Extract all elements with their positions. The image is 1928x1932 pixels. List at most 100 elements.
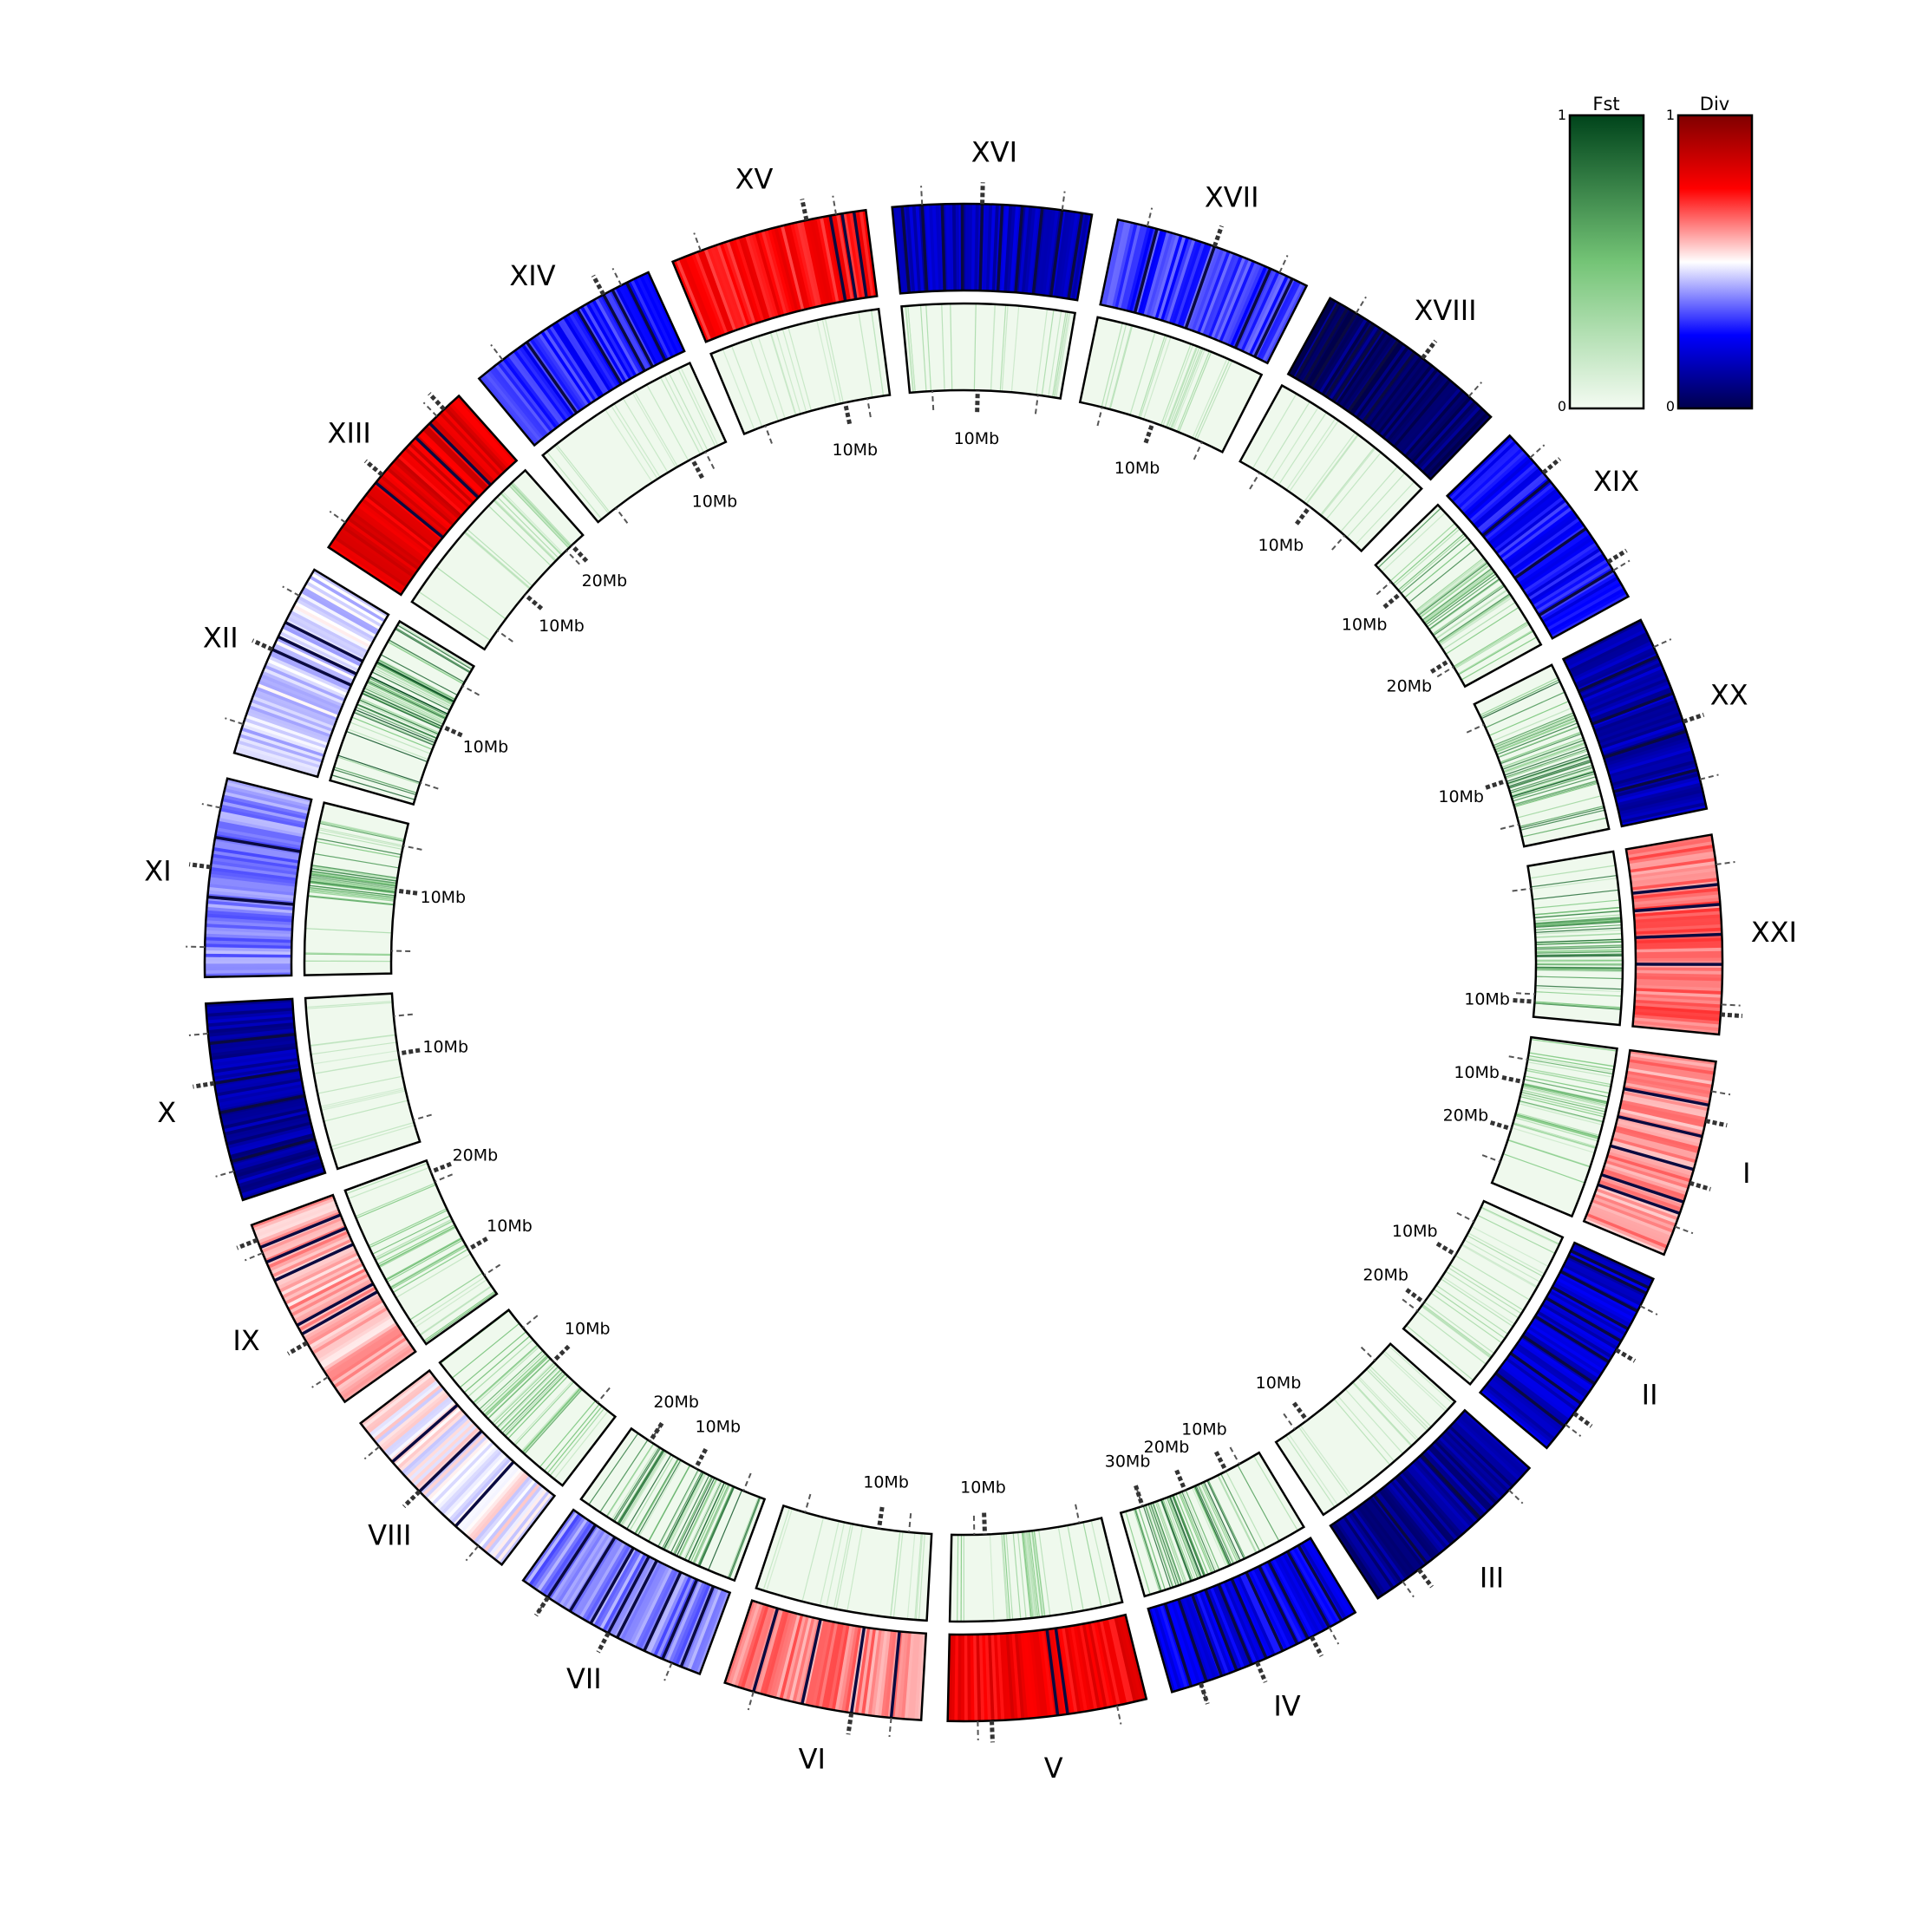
minor-tick	[743, 1473, 750, 1491]
colorbar-fst-bar	[1570, 115, 1644, 408]
major-tick	[1419, 1570, 1432, 1587]
major-tick	[193, 1083, 214, 1087]
minor-tick	[523, 1315, 538, 1328]
chromosome-xvi: 10Mb	[892, 182, 1092, 448]
major-tick	[848, 1713, 852, 1734]
minor-tick	[1509, 1056, 1528, 1060]
minor-tick	[1402, 1299, 1417, 1310]
minor-tick	[1467, 725, 1484, 733]
chromosome-label: V	[1044, 1752, 1063, 1785]
major-tick	[252, 641, 272, 649]
minor-tick	[598, 1388, 610, 1403]
minor-tick	[705, 452, 714, 469]
minor-tick	[1516, 993, 1535, 994]
fst-window	[1536, 967, 1623, 968]
chromosome-rings: 10Mb 20Mb 10Mb 20Mb 10Mb 10Mb 20Mb 30Mb 10Mb 10Mb…	[186, 182, 1742, 1742]
minor-tick	[225, 718, 243, 724]
chromosome-label: XI	[144, 855, 171, 888]
tick-label: 10Mb	[1181, 1420, 1227, 1439]
major-tick	[1422, 341, 1435, 358]
minor-tick	[1362, 1348, 1376, 1361]
major-tick	[984, 1513, 985, 1535]
major-tick	[1543, 459, 1559, 473]
minor-tick	[423, 402, 436, 416]
chromosome-label: VII	[566, 1662, 602, 1695]
minor-tick	[765, 426, 772, 444]
minor-tick	[435, 1174, 452, 1181]
major-tick	[696, 1449, 706, 1468]
major-tick	[802, 199, 807, 219]
major-tick	[598, 1633, 609, 1652]
major-tick	[572, 545, 586, 561]
major-tick	[1491, 1122, 1512, 1128]
minor-tick	[491, 344, 502, 359]
div-track-xi	[205, 779, 311, 977]
minor-tick	[1230, 1447, 1239, 1464]
chromosome-label: II	[1642, 1378, 1658, 1411]
major-tick	[1513, 1000, 1535, 1002]
major-tick	[1311, 1637, 1321, 1656]
minor-tick	[694, 233, 701, 251]
colorbar-div-title: Div	[1700, 94, 1729, 114]
major-tick	[1294, 1403, 1307, 1420]
tick-label: 10Mb	[539, 617, 585, 636]
major-tick	[1214, 226, 1221, 247]
minor-tick	[1075, 1504, 1079, 1524]
minor-tick	[202, 804, 221, 807]
div-track-v	[948, 1615, 1147, 1721]
minor-tick	[1356, 297, 1366, 313]
colorbar-div-bar	[1678, 115, 1752, 408]
minor-tick	[566, 551, 579, 565]
minor-tick	[1194, 442, 1202, 460]
minor-tick	[1250, 473, 1259, 489]
minor-tick	[216, 1172, 234, 1177]
chromosome-label: XVII	[1205, 181, 1259, 214]
major-tick	[288, 1343, 307, 1354]
minor-tick	[1402, 1582, 1414, 1597]
minor-tick	[245, 1253, 262, 1260]
major-tick	[992, 1720, 993, 1742]
major-tick	[1502, 1077, 1523, 1081]
major-tick	[593, 276, 604, 295]
minor-tick	[833, 196, 836, 215]
minor-tick	[1279, 255, 1287, 272]
tick-label: 10Mb	[1342, 616, 1388, 635]
minor-tick	[189, 1034, 208, 1035]
chromosome-label: XX	[1710, 678, 1748, 711]
tick-label: 10Mb	[1438, 787, 1484, 806]
major-tick	[1486, 780, 1506, 787]
minor-tick	[1284, 1413, 1295, 1429]
tick-label: 10Mb	[1256, 1374, 1302, 1393]
minor-tick	[616, 508, 627, 523]
minor-tick	[1530, 445, 1544, 458]
tick-label: 20Mb	[1386, 677, 1432, 696]
minor-tick	[1722, 1004, 1741, 1005]
tick-label: 20Mb	[653, 1393, 699, 1412]
minor-tick	[462, 686, 479, 695]
minor-tick	[1500, 825, 1519, 829]
minor-tick	[1482, 1155, 1500, 1162]
major-tick	[1616, 1350, 1634, 1361]
fst-track-v	[950, 1518, 1122, 1622]
tick-label: 30Mb	[1105, 1452, 1151, 1472]
colorbar-fst-max-label: 1	[1558, 107, 1566, 123]
tick-label: 20Mb	[453, 1145, 499, 1165]
minor-tick	[1376, 582, 1390, 595]
major-tick	[1146, 422, 1153, 443]
minor-tick	[1654, 639, 1671, 647]
minor-tick	[889, 1718, 891, 1737]
colorbar-div-min-label: 0	[1666, 398, 1675, 414]
tick-label: 20Mb	[1443, 1106, 1489, 1126]
tick-label: 10Mb	[1114, 459, 1160, 478]
tick-label: 10Mb	[1258, 536, 1304, 555]
minor-tick	[364, 1446, 379, 1459]
minor-tick	[1513, 889, 1532, 891]
minor-tick	[484, 1264, 500, 1275]
minor-tick	[1700, 774, 1718, 779]
chromosome-xxi: 10Mb	[1464, 835, 1742, 1035]
tick-label: 10Mb	[1464, 989, 1510, 1008]
major-tick	[1384, 593, 1401, 607]
tick-label: 10Mb	[1392, 1222, 1438, 1241]
major-tick	[395, 891, 417, 893]
